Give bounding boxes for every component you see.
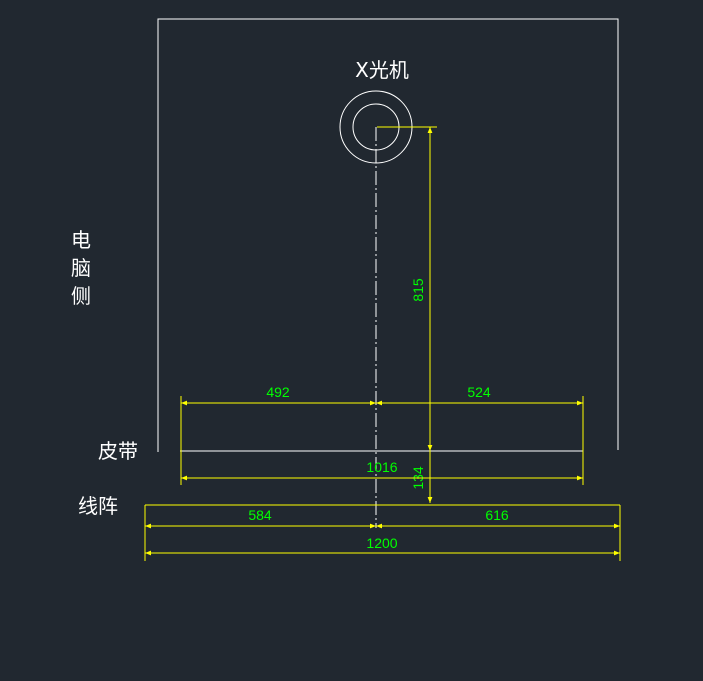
dim-815-text: 815 xyxy=(410,278,426,302)
computer-side-label-3: 侧 xyxy=(71,284,91,308)
computer-side-label-1: 电 xyxy=(71,228,91,252)
dim-1016-text: 1016 xyxy=(366,459,397,475)
dim-584-text: 584 xyxy=(248,507,272,523)
dimension-584: 584 xyxy=(145,507,376,529)
dimension-492: 492 xyxy=(181,384,376,406)
xray-machine-label: X光机 xyxy=(355,58,409,82)
vertical-dimension-upper: 815 xyxy=(377,126,437,451)
dimension-524: 524 xyxy=(376,384,583,406)
dim-616-text: 616 xyxy=(485,507,509,523)
dimension-1016: 1016 xyxy=(181,459,583,481)
dim-1200-text: 1200 xyxy=(366,535,397,551)
computer-side-label-2: 脑 xyxy=(71,256,91,280)
dimension-616: 616 xyxy=(376,507,620,529)
vertical-dimension-lower: 134 xyxy=(410,451,433,503)
belt-extension-lines xyxy=(180,396,584,485)
dim-492-text: 492 xyxy=(266,384,290,400)
dimension-1200: 1200 xyxy=(145,535,620,556)
belt-label: 皮带 xyxy=(98,439,138,463)
enclosure-outline xyxy=(157,18,619,452)
dim-524-text: 524 xyxy=(467,384,491,400)
line-array-label: 线阵 xyxy=(78,494,118,518)
